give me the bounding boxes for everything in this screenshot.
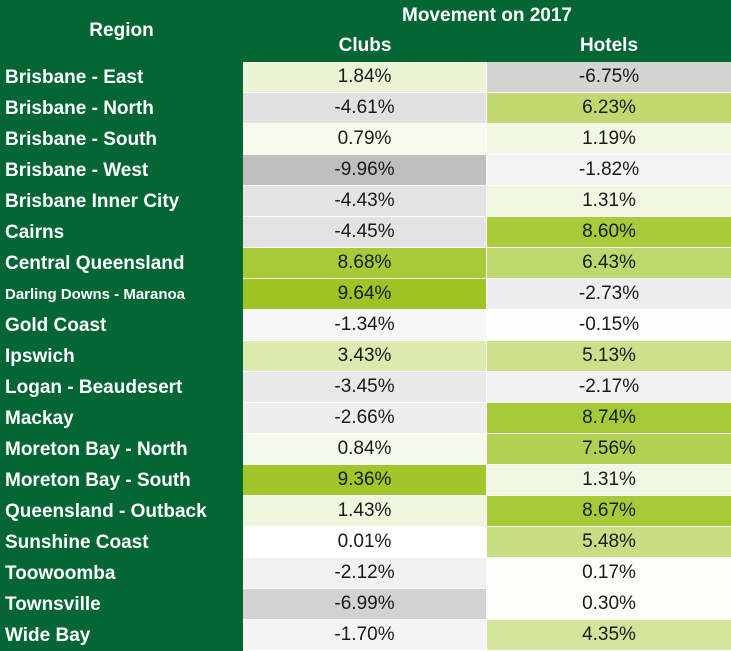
hotels-value-cell: 6.43% — [487, 248, 731, 279]
clubs-value-cell: -2.66% — [243, 403, 487, 434]
clubs-value-cell: 0.01% — [243, 527, 487, 558]
hotels-value-cell: 8.67% — [487, 496, 731, 527]
hotels-value-cell: -2.73% — [487, 279, 731, 310]
region-label: Mackay — [0, 403, 243, 434]
clubs-value-cell: 3.43% — [243, 341, 487, 372]
table-row: Brisbane - South 0.79% 1.19% — [0, 124, 731, 155]
hotels-value-cell: 5.13% — [487, 341, 731, 372]
table-row: Darling Downs - Maranoa 9.64% -2.73% — [0, 279, 731, 310]
table-row: Queensland - Outback 1.43% 8.67% — [0, 496, 731, 527]
region-label: Moreton Bay - South — [0, 465, 243, 496]
table-row: Brisbane - West -9.96% -1.82% — [0, 155, 731, 186]
region-label: Brisbane Inner City — [0, 186, 243, 217]
region-label: Queensland - Outback — [0, 496, 243, 527]
clubs-value-cell: -9.96% — [243, 155, 487, 186]
hotels-value-cell: -2.17% — [487, 372, 731, 403]
table-row: Logan - Beaudesert -3.45% -2.17% — [0, 372, 731, 403]
region-label: Central Queensland — [0, 248, 243, 279]
clubs-value-cell: -4.45% — [243, 217, 487, 248]
region-label: Wide Bay — [0, 620, 243, 651]
table-row: Brisbane - North -4.61% 6.23% — [0, 93, 731, 124]
region-label: Ipswich — [0, 341, 243, 372]
clubs-value-cell: -6.99% — [243, 589, 487, 620]
hotels-value-cell: 8.74% — [487, 403, 731, 434]
region-label: Townsville — [0, 589, 243, 620]
clubs-value-cell: -4.61% — [243, 93, 487, 124]
clubs-value-cell: -4.43% — [243, 186, 487, 217]
hotels-value-cell: -6.75% — [487, 62, 731, 93]
clubs-value-cell: -1.70% — [243, 620, 487, 651]
clubs-value-cell: 1.43% — [243, 496, 487, 527]
table-row: Cairns -4.45% 8.60% — [0, 217, 731, 248]
region-label: Logan - Beaudesert — [0, 372, 243, 403]
hotels-column-header: Hotels — [579, 35, 639, 56]
movement-group-header: Movement on 2017 — [402, 5, 572, 26]
table-body: Brisbane - East 1.84% -6.75% Brisbane - Nor… — [0, 62, 731, 651]
clubs-value-cell: 9.36% — [243, 465, 487, 496]
clubs-value-cell: 0.79% — [243, 124, 487, 155]
hotels-value-cell: -0.15% — [487, 310, 731, 341]
table-row: Ipswich 3.43% 5.13% — [0, 341, 731, 372]
region-label: Gold Coast — [0, 310, 243, 341]
clubs-value-cell: -3.45% — [243, 372, 487, 403]
table-row: Wide Bay -1.70% 4.35% — [0, 620, 731, 651]
region-label: Brisbane - East — [0, 62, 243, 93]
hotels-value-cell: 0.17% — [487, 558, 731, 589]
table-row: Townsville -6.99% 0.30% — [0, 589, 731, 620]
region-label: Brisbane - North — [0, 93, 243, 124]
region-label: Toowoomba — [0, 558, 243, 589]
hotels-value-cell: 1.19% — [487, 124, 731, 155]
table-row: Central Queensland 8.68% 6.43% — [0, 248, 731, 279]
region-label: Cairns — [0, 217, 243, 248]
region-label: Brisbane - South — [0, 124, 243, 155]
clubs-value-cell: -2.12% — [243, 558, 487, 589]
hotels-value-cell: 5.48% — [487, 527, 731, 558]
clubs-value-cell: 0.84% — [243, 434, 487, 465]
table-row: Mackay -2.66% 8.74% — [0, 403, 731, 434]
hotels-value-cell: 0.30% — [487, 589, 731, 620]
clubs-value-cell: 9.64% — [243, 279, 487, 310]
hotels-value-cell: 1.31% — [487, 186, 731, 217]
table-row: Moreton Bay - South 9.36% 1.31% — [0, 465, 731, 496]
hotels-value-cell: 8.60% — [487, 217, 731, 248]
region-label: Sunshine Coast — [0, 527, 243, 558]
region-label: Darling Downs - Maranoa — [0, 279, 243, 310]
table-row: Moreton Bay - North 0.84% 7.56% — [0, 434, 731, 465]
region-header: Region — [89, 20, 154, 41]
table-row: Gold Coast -1.34% -0.15% — [0, 310, 731, 341]
table-row: Sunshine Coast 0.01% 5.48% — [0, 527, 731, 558]
table-header: Region Movement on 2017 Clubs Hotels — [0, 0, 731, 62]
hotels-value-cell: 4.35% — [487, 620, 731, 651]
clubs-column-header: Clubs — [338, 35, 392, 56]
table-row: Toowoomba -2.12% 0.17% — [0, 558, 731, 589]
hotels-value-cell: 7.56% — [487, 434, 731, 465]
hotels-value-cell: 6.23% — [487, 93, 731, 124]
region-label: Brisbane - West — [0, 155, 243, 186]
clubs-value-cell: 8.68% — [243, 248, 487, 279]
table-row: Brisbane Inner City -4.43% 1.31% — [0, 186, 731, 217]
table-row: Brisbane - East 1.84% -6.75% — [0, 62, 731, 93]
clubs-value-cell: 1.84% — [243, 62, 487, 93]
hotels-value-cell: 1.31% — [487, 465, 731, 496]
region-label: Moreton Bay - North — [0, 434, 243, 465]
clubs-value-cell: -1.34% — [243, 310, 487, 341]
hotels-value-cell: -1.82% — [487, 155, 731, 186]
